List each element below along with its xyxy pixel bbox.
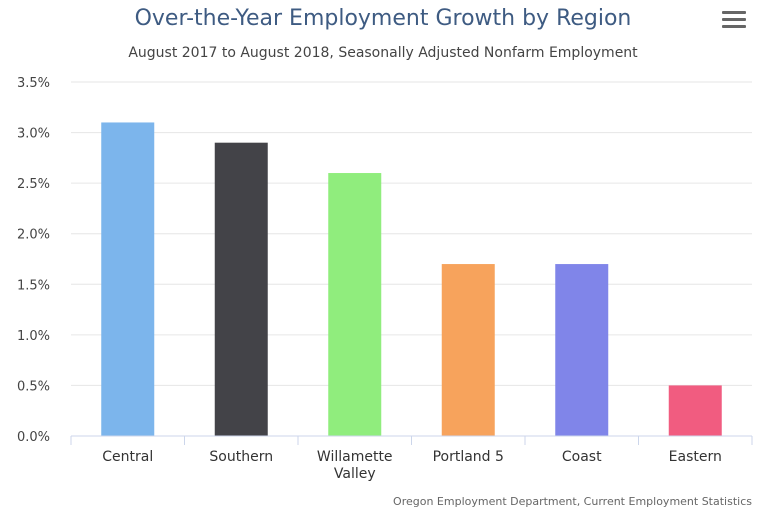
y-tick-label: 0.0% (17, 430, 50, 445)
chart-credits: Oregon Employment Department, Current Em… (393, 495, 752, 508)
x-tick-label: Southern (209, 449, 273, 465)
bar[interactable] (441, 264, 495, 436)
y-tick-label: 0.5% (17, 379, 50, 394)
bar[interactable] (668, 385, 722, 436)
x-tick-label: Willamette Valley (317, 449, 393, 482)
bar[interactable] (555, 264, 609, 436)
menu-bar-line (722, 24, 746, 28)
hamburger-menu-icon[interactable] (716, 4, 752, 34)
bar[interactable] (101, 122, 155, 436)
x-tick-label: Portland 5 (433, 449, 504, 465)
menu-bar-line (722, 10, 746, 14)
bar[interactable] (328, 173, 382, 436)
y-tick-label: 3.0% (17, 127, 50, 142)
bars (101, 122, 722, 436)
x-axis: Central Southern Willamette Valley Portland … (70, 435, 753, 482)
y-tick-label: 1.0% (17, 329, 50, 344)
grid-lines (71, 81, 752, 386)
y-tick-label: 2.0% (17, 228, 50, 243)
y-tick-label: 3.5% (17, 76, 50, 91)
menu-bar-line (722, 17, 746, 21)
y-tick-label: 2.5% (17, 177, 50, 192)
x-tick-label: Central (102, 449, 153, 465)
y-axis: 0.0% 0.5% 1.0% 1.5% 2.0% 2.5% 3.0% 3.5% (17, 76, 50, 445)
x-tick-label: Coast (562, 449, 602, 465)
y-tick-label: 1.5% (17, 278, 50, 293)
bar[interactable] (214, 142, 268, 436)
chart-title: Over-the-Year Employment Growth by Regio… (135, 6, 632, 31)
x-tick-label: Eastern (669, 449, 722, 465)
chart-subtitle: August 2017 to August 2018, Seasonally A… (128, 45, 638, 61)
